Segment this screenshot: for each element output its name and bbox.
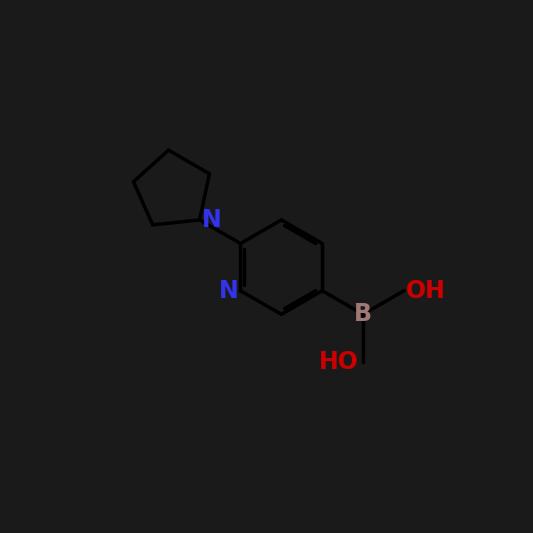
Text: HO: HO [319, 350, 359, 374]
Text: N: N [219, 279, 238, 303]
Text: N: N [201, 208, 221, 232]
Text: OH: OH [406, 279, 446, 303]
Text: B: B [354, 302, 372, 326]
